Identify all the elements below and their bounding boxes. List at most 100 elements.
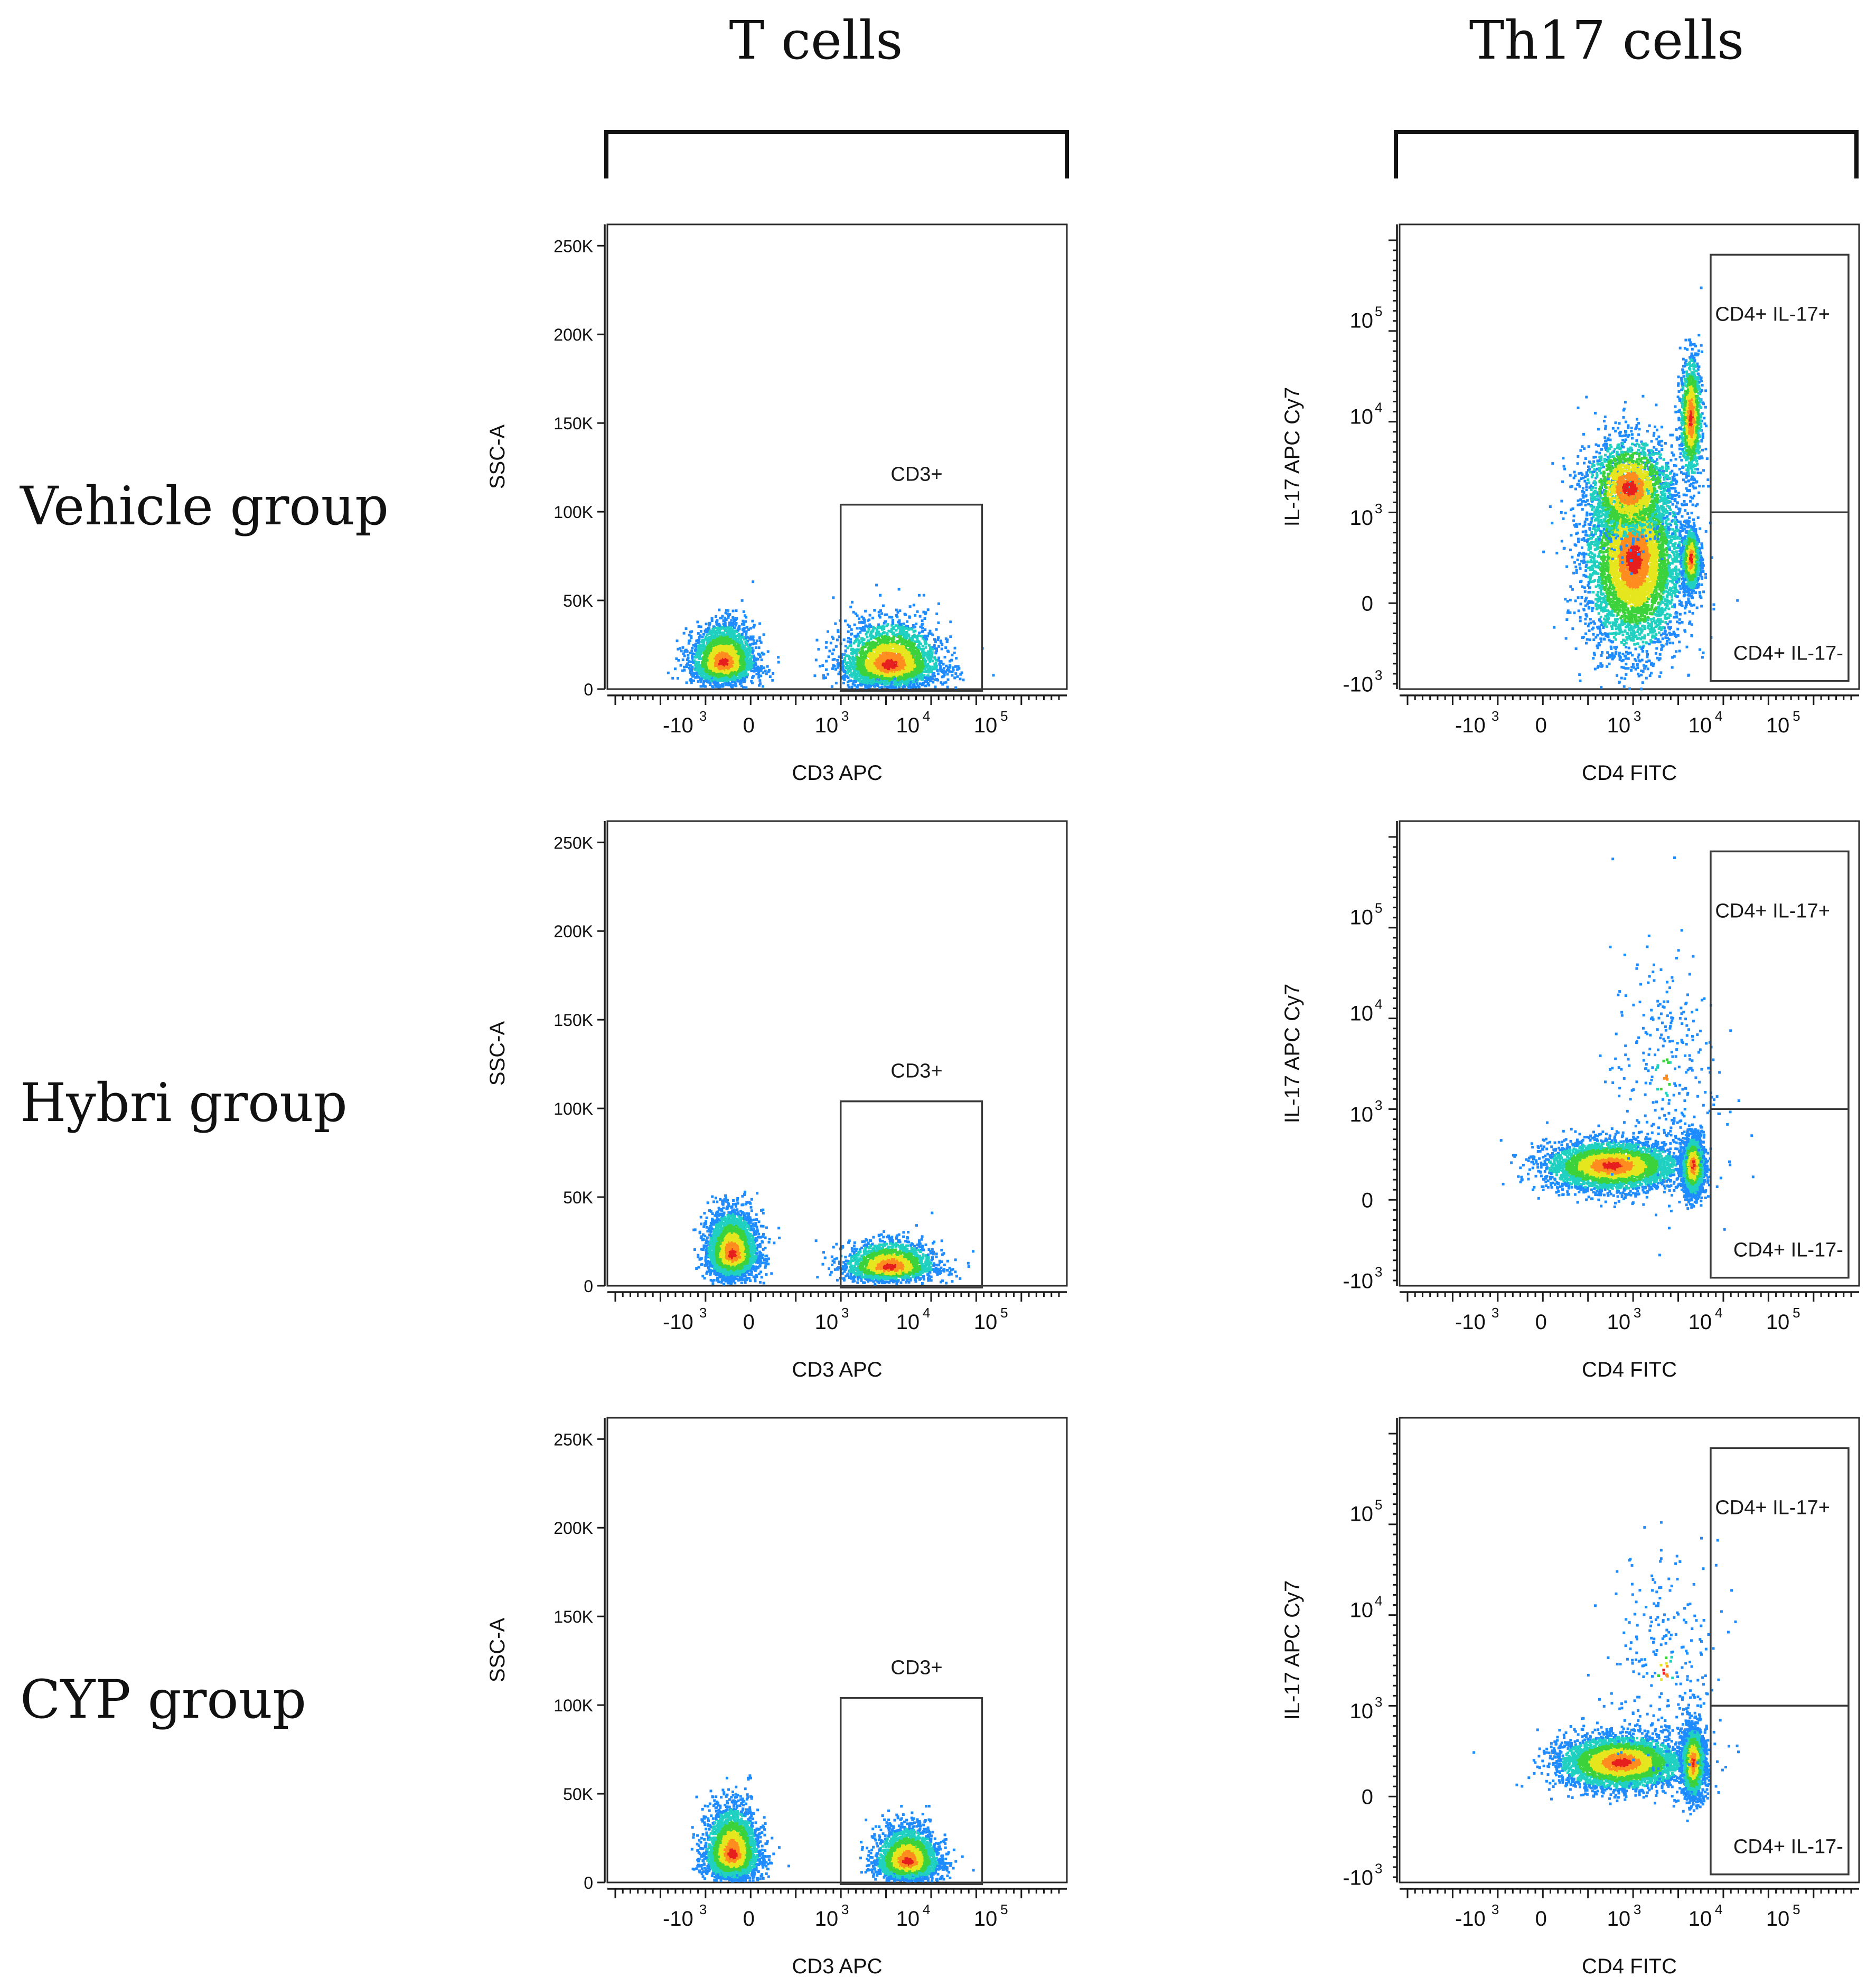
population-cd4-il-17- xyxy=(1675,503,1707,607)
y-tick-label: 0 xyxy=(1362,1189,1373,1212)
y-tick-label: 10 xyxy=(1350,1503,1374,1526)
plot-frame xyxy=(606,820,1068,1287)
x-tick-exponent: 5 xyxy=(1000,1901,1008,1917)
x-tick-label: 10 xyxy=(815,1311,839,1334)
y-tick-label: 100K xyxy=(554,1696,593,1715)
y-tick-label: 50K xyxy=(563,1188,593,1207)
x-tick-exponent: 3 xyxy=(1634,1901,1641,1917)
x-axis-label: CD3 APC xyxy=(792,761,882,785)
population-cd4-il-17- xyxy=(1499,1121,1755,1209)
x-tick-label: -10 xyxy=(1455,1907,1486,1931)
x-tick-exponent: 5 xyxy=(1000,708,1008,724)
y-axis-label: SSC-A xyxy=(486,425,509,489)
plot-frame xyxy=(606,1417,1068,1884)
y-tick-label: 0 xyxy=(1362,1785,1373,1809)
x-tick-label: 10 xyxy=(974,1907,998,1931)
x-axis: -10 3 0 10 3 10 4 10 5 xyxy=(1400,694,1859,737)
population-cd3- xyxy=(814,1211,974,1286)
bracket-th17-cells xyxy=(1394,130,1859,178)
population-scatter xyxy=(1599,856,1753,1257)
panel-cyp-th17: CD4+ IL-17+CD4+ IL-17--10 3 0 10 3 10 4 10 5CD4 … xyxy=(1281,1417,1860,1978)
y-tick-label: 10 xyxy=(1350,309,1374,333)
x-tick-label: -10 xyxy=(663,1907,693,1931)
x-tick-label: 0 xyxy=(743,1311,755,1334)
y-tick-label: -10 xyxy=(1343,1269,1373,1293)
y-tick-label: 250K xyxy=(554,1430,593,1449)
gate-label-cd3-plus: CD3+ xyxy=(890,464,942,486)
x-tick-exponent: 3 xyxy=(841,1305,849,1321)
row-label-cyp: CYP group xyxy=(20,1669,443,1730)
x-tick-label: 10 xyxy=(896,714,920,737)
y-tick-exponent: 4 xyxy=(1375,996,1382,1012)
panel-hybri-th17: CD4+ IL-17+CD4+ IL-17--10 3 0 10 3 10 4 10 5CD4 … xyxy=(1281,820,1860,1381)
x-tick-exponent: 4 xyxy=(923,1305,930,1321)
gate-label-il17-plus: CD4+ IL-17+ xyxy=(1715,900,1830,922)
y-tick-label: 0 xyxy=(1362,592,1373,615)
y-tick-exponent: 3 xyxy=(1375,501,1382,516)
y-tick-label: 0 xyxy=(584,1277,593,1296)
population-scatter xyxy=(1587,1521,1737,1803)
gate-label-cd3-plus: CD3+ xyxy=(890,1060,942,1082)
event-dots xyxy=(690,1774,975,1882)
x-axis: -10 3 0 10 3 10 4 10 5 xyxy=(1400,1291,1859,1334)
plot-frame xyxy=(606,223,1068,690)
x-tick-exponent: 4 xyxy=(1715,1305,1722,1321)
y-tick-label: 250K xyxy=(554,833,593,852)
x-tick-label: 10 xyxy=(896,1907,920,1931)
y-axis-label: SSC-A xyxy=(486,1618,509,1683)
x-tick-exponent: 3 xyxy=(699,1901,707,1917)
x-tick-label: 10 xyxy=(896,1311,920,1334)
y-tick-label: 50K xyxy=(563,1785,593,1804)
y-tick-label: 100K xyxy=(554,1099,593,1118)
event-dots xyxy=(1542,286,1739,691)
x-tick-label: -10 xyxy=(663,1311,693,1334)
y-tick-label: 10 xyxy=(1350,1700,1374,1723)
column-title-th17-cells: Th17 cells xyxy=(1369,10,1844,71)
y-tick-label: 10 xyxy=(1350,405,1374,428)
y-tick-label: 0 xyxy=(584,1873,593,1892)
x-tick-label: 0 xyxy=(743,1907,755,1931)
y-tick-exponent: 3 xyxy=(1375,1264,1382,1279)
x-tick-exponent: 3 xyxy=(1634,1305,1641,1321)
y-tick-label: -10 xyxy=(1343,1866,1373,1889)
x-tick-exponent: 3 xyxy=(1492,708,1499,724)
row-label-vehicle: Vehicle group xyxy=(20,475,443,537)
x-tick-label: 10 xyxy=(1607,1311,1631,1334)
x-tick-label: 10 xyxy=(815,714,839,737)
x-tick-label: 10 xyxy=(1766,1311,1790,1334)
population-cd4-il-17- xyxy=(1676,1696,1711,1822)
x-tick-label: -10 xyxy=(1455,1311,1486,1334)
y-tick-exponent: 3 xyxy=(1375,1097,1382,1113)
x-tick-label: 10 xyxy=(1689,1907,1712,1931)
x-tick-exponent: 3 xyxy=(841,1901,849,1917)
x-tick-exponent: 4 xyxy=(1715,1901,1722,1917)
y-tick-label: 150K xyxy=(554,1607,593,1626)
x-tick-exponent: 3 xyxy=(1492,1901,1499,1917)
gate-label-il17-plus: CD4+ IL-17+ xyxy=(1715,1496,1830,1519)
y-tick-label: 10 xyxy=(1350,1002,1374,1025)
x-tick-exponent: 4 xyxy=(1715,708,1722,724)
x-axis-label: CD4 FITC xyxy=(1582,761,1677,785)
x-tick-label: 10 xyxy=(1766,1907,1790,1931)
x-tick-exponent: 5 xyxy=(1793,1901,1800,1917)
population-cd4-il-17-low xyxy=(1560,403,1710,576)
gate-cd4-plus xyxy=(1710,1447,1850,1876)
column-title-t-cells: T cells xyxy=(578,10,1054,71)
y-tick-exponent: 4 xyxy=(1375,1593,1382,1608)
y-tick-exponent: 3 xyxy=(1375,667,1382,683)
x-tick-label: 0 xyxy=(1535,714,1547,737)
gate-label-il17-minus: CD4+ IL-17- xyxy=(1733,1836,1843,1858)
y-tick-label: 200K xyxy=(554,922,593,941)
x-axis: -10 3 0 10 3 10 4 10 5 xyxy=(607,1291,1067,1334)
x-tick-label: 10 xyxy=(1689,1311,1712,1334)
y-tick-exponent: 3 xyxy=(1375,1694,1382,1710)
population-cd3- xyxy=(667,580,780,689)
gate-cd3-plus xyxy=(839,1697,983,1886)
x-axis-label: CD3 APC xyxy=(792,1358,882,1381)
y-tick-label: 200K xyxy=(554,325,593,344)
x-tick-label: 10 xyxy=(815,1907,839,1931)
population-cd3- xyxy=(692,1190,781,1286)
